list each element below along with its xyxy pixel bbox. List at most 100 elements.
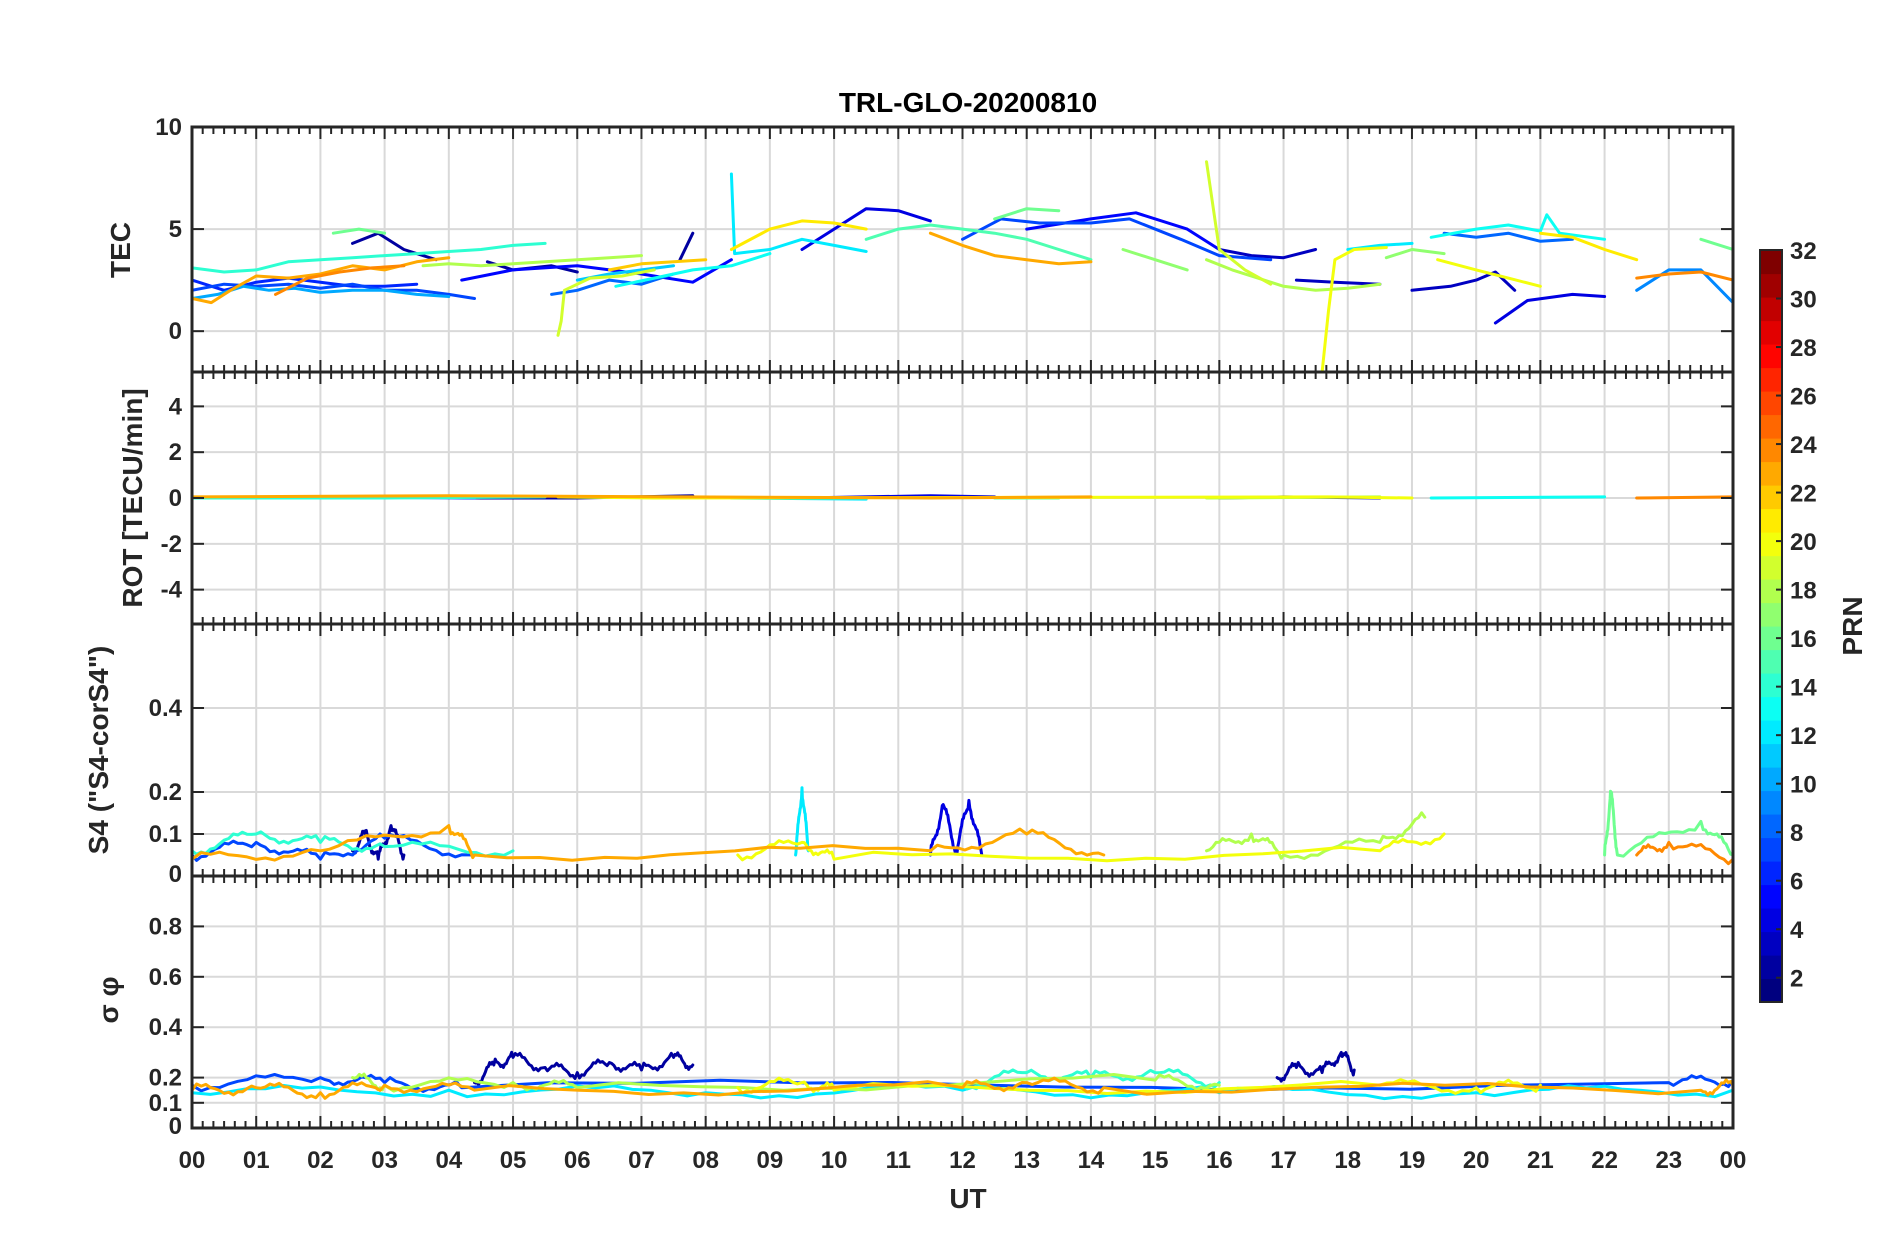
- series-line-prn-8: [1442, 231, 1574, 243]
- series-line-prn-18: [421, 254, 643, 268]
- x-tick-label: 03: [371, 1147, 398, 1174]
- x-tick-label: 08: [692, 1147, 719, 1174]
- x-tick-label: 12: [949, 1147, 976, 1174]
- y-tick-label: 5: [169, 216, 182, 243]
- colorbar-segment: [1760, 743, 1782, 768]
- series-line-prn-14: [192, 830, 515, 858]
- series-line-prn-2: [678, 231, 695, 262]
- colorbar-segment: [1760, 414, 1782, 439]
- series-line-prn-15: [864, 223, 1093, 262]
- colorbar-tick-label: 8: [1790, 820, 1803, 847]
- series-line-prn-13: [614, 252, 772, 288]
- x-tick-label: 22: [1591, 1147, 1618, 1174]
- panel-frame: [190, 874, 1735, 1130]
- series-line-prn-9: [1635, 268, 1733, 305]
- series-line-prn-4: [1493, 292, 1607, 325]
- series-line-prn-3: [1217, 248, 1318, 260]
- colorbar-tick-label: 4: [1790, 917, 1804, 944]
- series-line-prn-16: [993, 207, 1061, 221]
- colorbar-segment: [1760, 367, 1782, 392]
- colorbar-segment: [1760, 250, 1782, 275]
- series-line-prn-4: [800, 207, 932, 251]
- series-line-prn-16: [331, 227, 387, 235]
- colorbar-segment: [1760, 767, 1782, 792]
- y-axis-title-tec: TEC: [105, 222, 136, 278]
- x-tick-label: 02: [307, 1147, 334, 1174]
- x-tick-label: 09: [757, 1147, 784, 1174]
- x-tick-label: 16: [1206, 1147, 1233, 1174]
- series-group: [192, 1050, 1733, 1101]
- colorbar-segment: [1760, 649, 1782, 674]
- colorbar-tick-label: 2: [1790, 966, 1803, 993]
- y-tick-label: 0.6: [149, 964, 182, 991]
- series-group: [192, 786, 1733, 866]
- x-axis: 00 01 02 03 04 05 06 07 08 09 10 11 12 13 14 15 16 17 18 19…: [179, 1147, 1747, 1174]
- series-line-prn-7: [192, 1073, 1733, 1093]
- colorbar-tick-label: 18: [1790, 578, 1817, 605]
- colorbar-tick-label: 14: [1790, 675, 1817, 702]
- x-tick-label: 18: [1334, 1147, 1361, 1174]
- series-line-prn-8: [550, 272, 676, 296]
- colorbar-segment: [1760, 438, 1782, 463]
- x-tick-label: 00: [1720, 1147, 1747, 1174]
- x-tick-label: 19: [1399, 1147, 1426, 1174]
- colorbar-tick-label: 16: [1790, 626, 1817, 653]
- series-line-prn-19: [556, 268, 656, 337]
- colorbar-segment: [1760, 461, 1782, 486]
- series-line-prn-22: [607, 258, 708, 272]
- x-tick-label: 10: [821, 1147, 848, 1174]
- series-line-prn-20: [736, 832, 1446, 863]
- colorbar-segment: [1760, 532, 1782, 557]
- y-tick-label: 0.2: [149, 779, 182, 806]
- x-tick-label: 14: [1078, 1147, 1105, 1174]
- series-line-prn-3: [1294, 278, 1382, 286]
- series-line-prn-2: [1275, 1050, 1356, 1083]
- series-line-prn-21: [1538, 231, 1639, 262]
- y-tick-label: 4: [169, 393, 183, 420]
- series-line-prn-23: [928, 231, 1093, 266]
- x-tick-label: 13: [1013, 1147, 1040, 1174]
- series-group: [192, 160, 1733, 372]
- x-tick-label: 00: [179, 1147, 206, 1174]
- series-line-prn-23: [192, 494, 1093, 500]
- colorbar-segment: [1760, 555, 1782, 580]
- colorbar-segment: [1760, 320, 1782, 345]
- series-line-prn-18: [1205, 258, 1382, 292]
- series-line-prn-12: [794, 786, 810, 857]
- colorbar-segment: [1760, 908, 1782, 933]
- y-tick-label: 0: [169, 485, 182, 512]
- y-tick-label: 2: [169, 439, 182, 466]
- series-line-prn-16: [1699, 237, 1733, 251]
- colorbar-segment: [1760, 602, 1782, 627]
- series-line-prn-17: [1121, 248, 1189, 272]
- series-line-prn-2: [351, 824, 406, 861]
- colorbar-segment: [1760, 626, 1782, 651]
- colorbar-segment: [1760, 485, 1782, 510]
- colorbar-frame: [1759, 249, 1783, 1003]
- x-axis-title: UT: [949, 1183, 986, 1214]
- y-tick-label: 0.8: [149, 913, 182, 940]
- y-tick-label: 0: [169, 861, 182, 888]
- x-tick-label: 17: [1270, 1147, 1297, 1174]
- series-line-prn-20: [1320, 246, 1388, 372]
- y-axis-title-s4: S4 ("S4-corS4"): [83, 646, 114, 855]
- x-tick-label: 11: [886, 1147, 911, 1174]
- colorbar-tick-label: 26: [1790, 384, 1817, 411]
- y-tick-label: -2: [161, 531, 182, 558]
- series-line-prn-13: [1429, 213, 1607, 241]
- y-tick-label: 0.4: [149, 1014, 183, 1041]
- colorbar-segment: [1760, 931, 1782, 956]
- series-line-prn-24: [1635, 495, 1733, 500]
- series-group: [192, 494, 1733, 501]
- colorbar-segment: [1760, 790, 1782, 815]
- colorbar-tick-label: 24: [1790, 432, 1817, 459]
- series-line-prn-13: [1429, 495, 1607, 500]
- colorbar-tick-label: 6: [1790, 869, 1803, 896]
- series-line-prn-20: [736, 1076, 1542, 1095]
- x-tick-label: 07: [628, 1147, 655, 1174]
- colorbar-segment: [1760, 955, 1782, 980]
- x-tick-label: 04: [435, 1147, 462, 1174]
- x-tick-label: 15: [1142, 1147, 1169, 1174]
